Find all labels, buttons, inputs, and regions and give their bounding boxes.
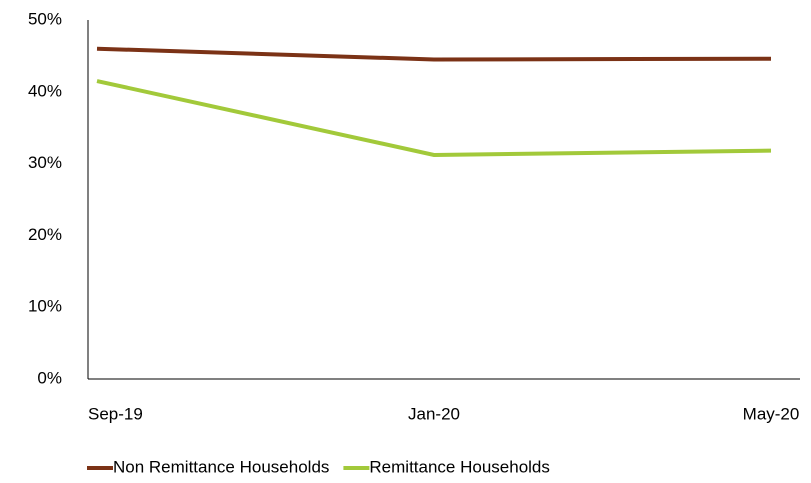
legend-label: Remittance Households — [369, 457, 549, 476]
y-tick-label: 0% — [37, 368, 62, 387]
y-tick-label: 30% — [28, 153, 62, 172]
legend-label: Non Remittance Households — [113, 457, 329, 476]
y-tick-label: 50% — [28, 9, 62, 28]
series-line — [96, 46, 772, 62]
series-line — [96, 79, 772, 157]
y-tick-label: 40% — [28, 81, 62, 100]
x-tick-label: Sep-19 — [88, 404, 143, 423]
y-tick-label: 10% — [28, 297, 62, 316]
y-tick-label: 20% — [28, 225, 62, 244]
x-tick-label: Jan-20 — [408, 404, 460, 423]
x-tick-label: May-20 — [743, 404, 800, 423]
